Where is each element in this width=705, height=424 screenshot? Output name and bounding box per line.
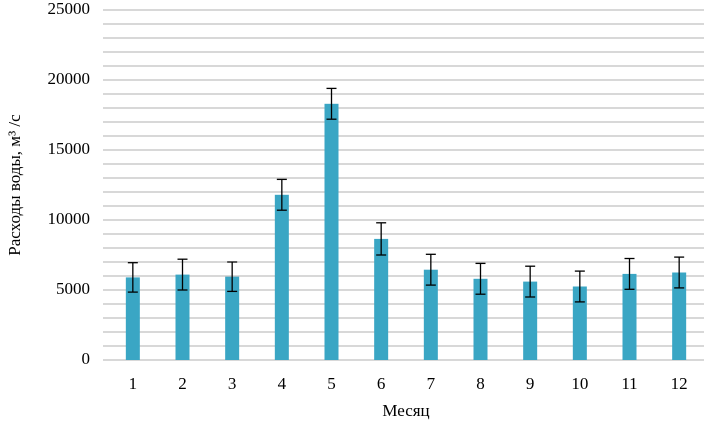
- bar: [324, 103, 339, 361]
- x-tick-label: 5: [327, 374, 336, 393]
- bar: [622, 273, 637, 360]
- bar: [225, 276, 240, 360]
- x-tick-label: 10: [571, 374, 588, 393]
- bar: [423, 269, 438, 360]
- y-tick-label: 25000: [48, 0, 91, 18]
- x-axis-title: Месяц: [382, 401, 429, 420]
- x-tick-label: 9: [526, 374, 535, 393]
- x-tick-label: 8: [476, 374, 485, 393]
- bar: [572, 286, 587, 360]
- x-tick-label: 7: [427, 374, 436, 393]
- x-tick-label: 6: [377, 374, 386, 393]
- bar: [473, 278, 488, 360]
- x-tick-label: 1: [129, 374, 138, 393]
- bar: [523, 281, 538, 360]
- x-tick-label: 4: [278, 374, 287, 393]
- y-tick-label: 15000: [48, 139, 91, 158]
- y-tick-label: 10000: [48, 209, 91, 228]
- bar: [175, 274, 190, 360]
- bar: [274, 194, 289, 360]
- y-tick-label: 0: [82, 349, 91, 368]
- x-tick-label: 2: [178, 374, 187, 393]
- x-tick-label: 12: [671, 374, 688, 393]
- y-tick-label: 20000: [48, 69, 91, 88]
- bar: [374, 238, 389, 360]
- y-tick-label: 5000: [56, 279, 90, 298]
- bar: [125, 277, 140, 360]
- bar: [672, 272, 687, 360]
- x-tick-label: 3: [228, 374, 237, 393]
- y-axis-title: Расходы воды, м³ /с: [5, 114, 24, 256]
- x-tick-label: 11: [621, 374, 637, 393]
